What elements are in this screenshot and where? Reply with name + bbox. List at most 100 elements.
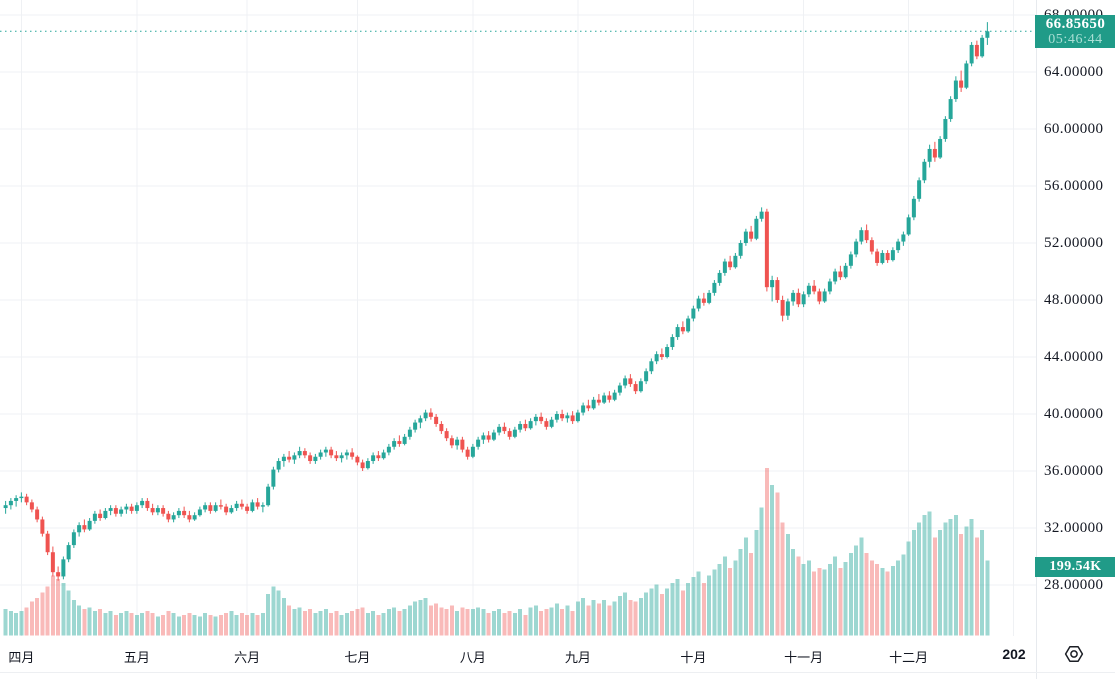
volume-bar [549, 607, 554, 636]
candle-up [292, 455, 297, 460]
volume-bar [670, 582, 675, 636]
price-tick-label: 36.00000 [1044, 463, 1104, 479]
candle-up [848, 254, 853, 266]
volume-bar [50, 575, 55, 636]
volume-bar [570, 611, 575, 636]
candle-up [8, 500, 13, 506]
candle-down [959, 80, 964, 88]
volume-bar [775, 492, 780, 636]
volume-bar [486, 612, 491, 636]
candle-up [512, 429, 517, 437]
volume-bar [119, 612, 124, 636]
volume-bar [764, 468, 769, 636]
volume-bar [554, 603, 559, 636]
volume-bar [843, 562, 848, 636]
candle-down [780, 300, 785, 316]
candle-up [318, 452, 323, 457]
candle-up [402, 436, 407, 444]
volume-bar [827, 564, 832, 636]
candle-up [675, 327, 680, 338]
volume-bar [927, 511, 932, 636]
candle-down [439, 423, 444, 432]
volume-bar [302, 611, 307, 636]
volume-bar [213, 616, 218, 636]
volume-bar [460, 607, 465, 636]
volume-bar [61, 582, 66, 636]
volume-bar [82, 609, 87, 636]
volume-bar [785, 533, 790, 636]
candle-down [586, 405, 591, 409]
volume-bar [344, 612, 349, 636]
volume-bar [371, 611, 376, 636]
volume-bar [245, 614, 250, 636]
hexagon-gear-icon [1064, 645, 1084, 663]
volume-bar [917, 522, 922, 636]
volume-bar [470, 609, 475, 636]
price-tick-label: 28.00000 [1044, 577, 1104, 593]
candle-down [838, 271, 843, 278]
price-tick-label: 32.00000 [1044, 520, 1104, 536]
candle-up [365, 461, 370, 469]
volume-bar [691, 577, 696, 636]
candle-down [560, 414, 565, 419]
candle-up [549, 419, 554, 427]
volume-bar [896, 560, 901, 636]
volume-bar [586, 605, 591, 636]
volume-bar [512, 612, 517, 636]
volume-bar [339, 614, 344, 636]
candle-down [302, 451, 307, 456]
volume-bar [822, 569, 827, 636]
candle-down [539, 416, 544, 422]
candle-up [61, 559, 66, 577]
volume-bar [155, 616, 160, 636]
volume-bar [959, 533, 964, 636]
volume-bar [87, 607, 92, 636]
candle-wick [262, 502, 264, 513]
volume-bar [129, 612, 134, 636]
candle-up [791, 292, 796, 302]
candle-up [455, 439, 460, 446]
volume-bar [633, 601, 638, 636]
candle-up [880, 252, 885, 263]
candle-up [712, 282, 717, 293]
volume-bar [869, 560, 874, 636]
candle-down [334, 455, 339, 459]
candle-up [386, 446, 391, 453]
candle-down [775, 280, 780, 300]
candle-down [29, 502, 34, 510]
volume-bar [686, 582, 691, 636]
volume-bar [140, 612, 145, 636]
candle-down [45, 533, 50, 553]
volume-bar [449, 605, 454, 636]
volume-bar [334, 611, 339, 636]
candle-up [323, 449, 328, 453]
volume-bar [239, 612, 244, 636]
candle-up [644, 371, 649, 382]
volume-bar [885, 571, 890, 636]
candle-up [785, 301, 790, 316]
volume-bar [596, 603, 601, 636]
candle-up [591, 399, 596, 409]
candle-up [229, 508, 234, 513]
volume-bar [675, 579, 680, 636]
price-axis[interactable]: 66.85650 05:46:44 199.54K 68.0000064.000… [1035, 0, 1115, 679]
candle-down [428, 412, 433, 417]
volume-bar [980, 530, 985, 636]
candle-up [423, 412, 428, 419]
bar-countdown-timer: 05:46:44 [1048, 31, 1103, 47]
volume-value-badge: 199.54K [1035, 557, 1115, 577]
volume-bar [738, 549, 743, 636]
chart-pane[interactable] [0, 0, 1036, 637]
candle-down [129, 506, 134, 511]
candle-down [182, 510, 187, 516]
candle-down [329, 449, 334, 456]
volume-bar [759, 507, 764, 636]
candle-down [239, 503, 244, 507]
candle-up [969, 44, 974, 64]
price-tick-label: 60.00000 [1044, 121, 1104, 137]
volume-bar [56, 579, 61, 636]
chart-settings-button[interactable] [1061, 641, 1087, 667]
candle-up [617, 385, 622, 393]
volume-bar [66, 590, 71, 636]
candle-up [890, 250, 895, 261]
